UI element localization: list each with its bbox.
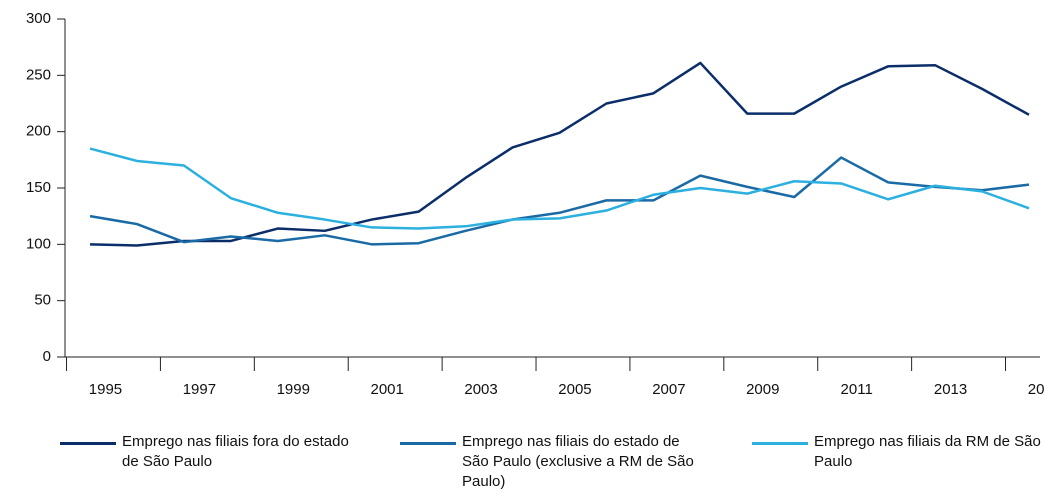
legend-item: Emprego nas filiais da RM de São Paulo bbox=[752, 432, 1044, 472]
y-tick-label: 0 bbox=[43, 348, 51, 365]
y-tick-label: 300 bbox=[26, 10, 51, 27]
x-tick-label: 1999 bbox=[277, 381, 310, 398]
x-tick-label: 2009 bbox=[746, 381, 779, 398]
legend-swatch bbox=[400, 442, 456, 445]
y-tick-label: 200 bbox=[26, 123, 51, 140]
legend-item: Emprego nas filiais fora do estado de Sã… bbox=[60, 432, 362, 472]
y-tick-label: 100 bbox=[26, 235, 51, 252]
y-tick-label: 250 bbox=[26, 66, 51, 83]
x-tick-label: 2013 bbox=[934, 381, 967, 398]
chart: 0 50 100 150 200 250 300 1995 1997 1999 2001 2003 20… bbox=[26, 10, 1044, 398]
y-tick-label: 50 bbox=[34, 292, 51, 309]
x-tick-label: 2001 bbox=[370, 381, 403, 398]
series-line bbox=[89, 147, 1030, 230]
x-tick-label: 1995 bbox=[89, 381, 122, 398]
y-tick-label: 150 bbox=[26, 179, 51, 196]
legend-label: Emprego nas filiais fora do estado de Sã… bbox=[122, 433, 349, 470]
x-tick-label: 2003 bbox=[464, 381, 497, 398]
legend-swatch bbox=[752, 442, 808, 445]
x-tick-label: 2007 bbox=[652, 381, 685, 398]
legend-item: Emprego nas filiais do estado de São Pau… bbox=[400, 432, 702, 492]
legend-label: Emprego nas filiais do estado de São Pau… bbox=[462, 433, 694, 490]
x-tick-label: 1997 bbox=[183, 381, 216, 398]
x-tick-label: 2011 bbox=[841, 381, 873, 398]
series-line bbox=[89, 156, 1030, 246]
x-tick-label: 2015 bbox=[1028, 381, 1044, 398]
x-tick-label: 2005 bbox=[558, 381, 591, 398]
legend-swatch bbox=[60, 442, 116, 445]
legend-label: Emprego nas filiais da RM de São Paulo bbox=[814, 433, 1041, 470]
